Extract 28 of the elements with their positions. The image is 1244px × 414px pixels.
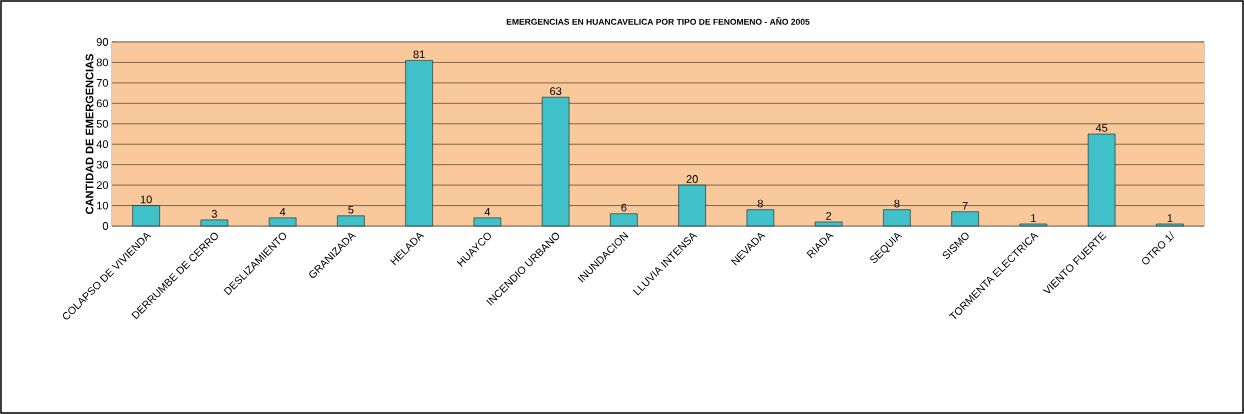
y-tick-label: 70 <box>96 78 109 87</box>
data-label: 45 <box>1095 124 1108 132</box>
data-label: 4 <box>484 208 491 216</box>
y-tick-label: 30 <box>96 160 109 169</box>
data-label: 8 <box>894 199 900 208</box>
y-tick-label: 0 <box>102 222 109 230</box>
data-label: 6 <box>621 203 627 212</box>
y-tick-label: 90 <box>96 38 109 46</box>
data-label: 63 <box>550 87 562 95</box>
y-tick-label: 10 <box>97 201 109 210</box>
data-label: 5 <box>348 205 354 214</box>
y-tick-label: 80 <box>96 58 109 67</box>
y-tick-label: 20 <box>96 181 109 189</box>
data-label: 7 <box>962 201 968 210</box>
data-label: 2 <box>826 212 832 220</box>
y-tick-label: 60 <box>96 99 109 108</box>
y-axis-title: CANTIDAD DE EMERGENCIAS <box>85 54 94 214</box>
data-label: 3 <box>211 209 217 218</box>
data-label: 20 <box>686 175 698 183</box>
y-tick-label: 40 <box>96 140 109 149</box>
data-label: 10 <box>140 195 152 204</box>
data-label: 8 <box>757 199 763 208</box>
data-label: 1 <box>1031 214 1036 222</box>
data-label: 1 <box>1167 214 1173 222</box>
y-tick-label: 50 <box>96 119 109 128</box>
chart-title: EMERGENCIAS EN HUANCAVELICA POR TIPO DE FENOMENO - AÑO 2005 <box>506 17 810 25</box>
data-label: 4 <box>279 208 286 216</box>
data-label: 81 <box>413 50 425 59</box>
